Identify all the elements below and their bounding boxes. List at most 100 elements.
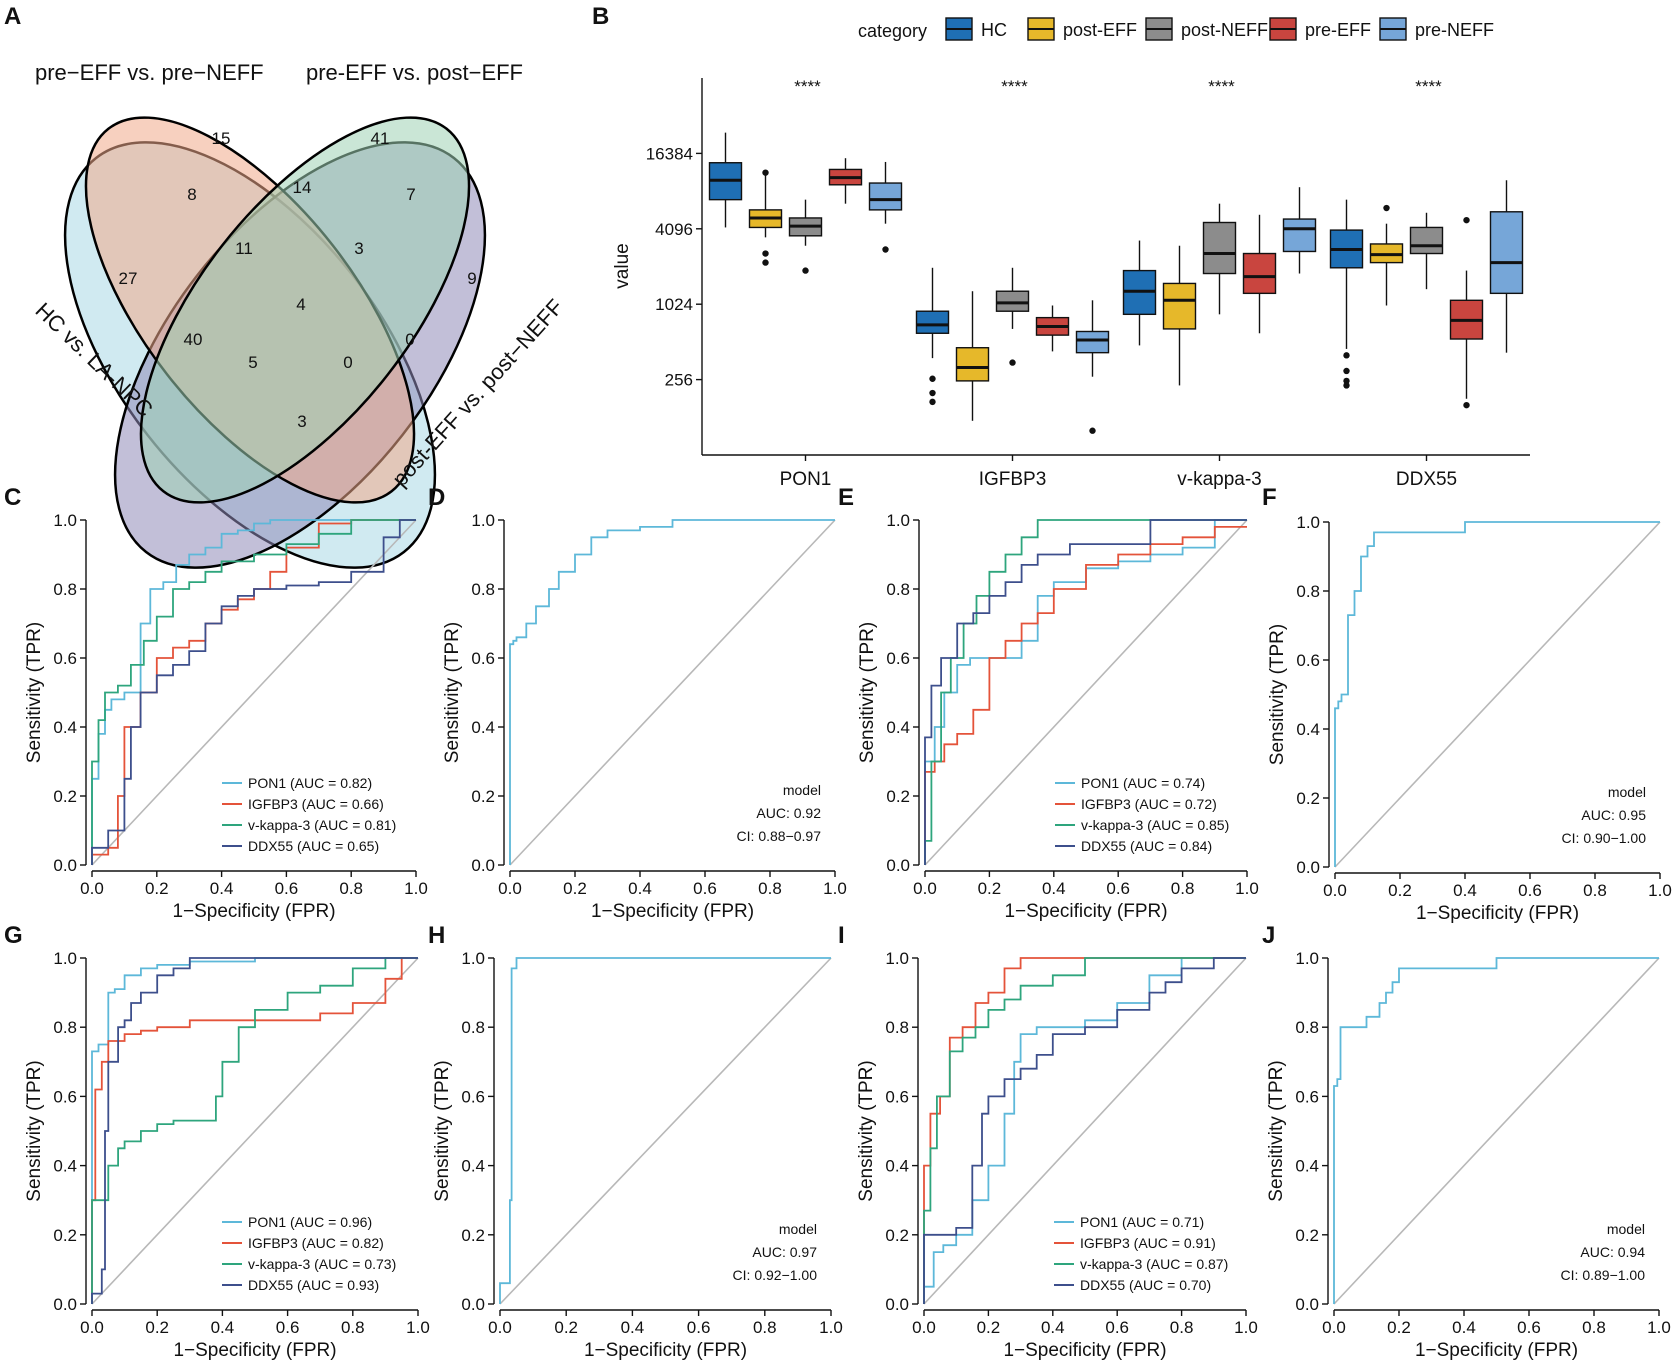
y-tick-label: 0.0 [1295, 1295, 1319, 1314]
legend-label-3: v-kappa-3 (AUC = 0.81) [248, 817, 396, 833]
box-v-kappa-3-pre-eff [1242, 214, 1277, 334]
x-tick-label: 0.0 [488, 1318, 512, 1337]
box-ddx55-hc [1329, 199, 1364, 389]
outlier-point [1343, 352, 1350, 359]
roc-curve-1 [1334, 521, 1660, 867]
x-tick-label: 0.2 [554, 1318, 578, 1337]
y-tick-label: 0.6 [461, 1087, 485, 1106]
x-tick-label: 0.4 [628, 879, 652, 898]
x-axis-title: 1−Specificity (FPR) [1003, 1340, 1166, 1361]
outlier-point [1383, 204, 1390, 212]
significance-label: **** [1415, 77, 1442, 96]
x-tick-label: 1.0 [1234, 1318, 1258, 1337]
model-ci: CI: 0.90−1.00 [1562, 830, 1647, 846]
legend-label-4: DDX55 (AUC = 0.70) [1080, 1277, 1211, 1293]
y-axis-title: Sensitivity (TPR) [442, 622, 463, 763]
outlier-point [1343, 367, 1350, 375]
roc-curve-4 [924, 519, 1247, 865]
model-ci: CI: 0.88−0.97 [737, 828, 822, 844]
y-tick-label: 0.4 [53, 718, 77, 737]
y-tick-label: 1.0 [53, 511, 77, 530]
outlier-point [1089, 427, 1096, 434]
model-ci: CI: 0.89−1.00 [1561, 1267, 1646, 1283]
panel-letter-e: E [838, 484, 854, 511]
y-tick-label: 0.4 [885, 1157, 909, 1176]
roc-curve-3 [91, 519, 416, 865]
roc-curve-1 [91, 957, 418, 1304]
y-tick-label: 0.8 [1296, 582, 1320, 601]
y-tick-label: 0.8 [886, 580, 910, 599]
venn-diagram: A pre−EFF vs. pre−NEFF pre-EFF vs. post−… [4, 3, 568, 569]
roc-curve-1 [1333, 957, 1659, 1304]
roc-curve-3 [923, 957, 1246, 1304]
box-igfbp3-hc [915, 267, 950, 406]
x-tick-label: 0.0 [498, 879, 522, 898]
panel-letter-a: A [4, 3, 21, 30]
x-axis-title: 1−Specificity (FPR) [172, 901, 335, 922]
legend-label-post-eff: post-EFF [1063, 20, 1137, 40]
box-iqr [1409, 226, 1444, 255]
venn-region-hc-post-neff: 3 [297, 412, 306, 431]
legend-label-pre-eff: pre-EFF [1305, 20, 1371, 40]
y-tick-label: 0.4 [53, 1157, 77, 1176]
diagonal-reference-line [509, 519, 836, 866]
y-tick-label: 0.6 [1296, 651, 1320, 670]
venn-region-all: 4 [296, 295, 305, 314]
y-tick-label: 0.6 [885, 1087, 909, 1106]
x-tick-label: 0.4 [1453, 881, 1477, 900]
roc-panel-d: D 0.00.0 0.2 0.2 0.4 0.4 0.6 0.6 0.8 0.8 1.0 1.0 1−S… [428, 484, 847, 922]
box-igfbp3-post-neff [995, 267, 1030, 366]
x-tick-label: 0.0 [1323, 881, 1347, 900]
legend-label-2: IGFBP3 (AUC = 0.82) [248, 1235, 384, 1251]
legend-label-1: PON1 (AUC = 0.96) [248, 1214, 372, 1230]
box-pon1-post-eff [748, 169, 783, 266]
roc-curve-3 [91, 957, 418, 1304]
roc-panel-i: I 0.00.0 0.2 0.2 0.4 0.4 0.6 0.6 0.8 0.8 1.0 1.0 1−S… [838, 922, 1258, 1361]
legend-label-2: IGFBP3 (AUC = 0.66) [248, 796, 384, 812]
x-tick-label: 0.6 [1518, 881, 1542, 900]
y-tick-label: 0.0 [53, 1295, 77, 1314]
roc-curve-1 [91, 519, 416, 865]
legend-title: category [858, 21, 927, 41]
y-tick-label: 0.2 [1295, 1226, 1319, 1245]
venn-region-post-eff-only: 41 [371, 129, 390, 148]
roc-panel-e: E 0.00.0 0.2 0.2 0.4 0.4 0.6 0.6 0.8 0.8 1.0 1.0 1−S… [838, 484, 1259, 922]
panel-letter-j: J [1262, 922, 1275, 949]
box-iqr [1242, 252, 1277, 295]
legend-label-3: v-kappa-3 (AUC = 0.73) [248, 1256, 396, 1272]
x-tick-label: 0.0 [1322, 1318, 1346, 1337]
y-tick-label: 0.0 [461, 1295, 485, 1314]
model-auc: AUC: 0.94 [1580, 1244, 1645, 1260]
roc-curve-1 [499, 957, 831, 1304]
box-ddx55-post-eff [1369, 204, 1404, 306]
y-tick-label: 0.4 [1295, 1157, 1319, 1176]
y-axis-title: Sensitivity (TPR) [24, 622, 45, 763]
y-tick-label: 0.6 [53, 1087, 77, 1106]
legend-label-1: PON1 (AUC = 0.71) [1080, 1214, 1204, 1230]
x-tick-label: 0.8 [1171, 879, 1195, 898]
x-tick-label: 0.6 [275, 879, 299, 898]
y-tick-label: 1024 [655, 295, 693, 314]
venn-region-post-eff-post-neff: 7 [406, 185, 415, 204]
x-tick-label: 0.6 [693, 879, 717, 898]
diagonal-reference-line [923, 957, 1247, 1305]
y-tick-label: 0.2 [1296, 789, 1320, 808]
y-tick-label: 0.6 [886, 649, 910, 668]
roc-panel-c: C 0.00.0 0.2 0.2 0.4 0.4 0.6 0.6 0.8 0.8 1.0 1.0 1−S… [4, 484, 428, 922]
y-tick-label: 0.6 [53, 649, 77, 668]
model-auc: AUC: 0.92 [756, 805, 821, 821]
venn-region-pre-only: 15 [212, 129, 231, 148]
y-tick-label: 0.4 [461, 1157, 485, 1176]
box-v-kappa-3-pre-neff [1282, 187, 1317, 274]
venn-region-pre-post-eff: 14 [293, 178, 312, 197]
x-axis-title: 1−Specificity (FPR) [1004, 901, 1167, 922]
x-tick-label: 0.0 [913, 879, 937, 898]
y-tick-label: 0.4 [471, 718, 495, 737]
y-tick-label: 0.2 [461, 1226, 485, 1245]
outlier-point [1463, 216, 1470, 224]
legend-label-1: PON1 (AUC = 0.82) [248, 775, 372, 791]
y-axis-title: Sensitivity (TPR) [24, 1060, 45, 1201]
model-auc: AUC: 0.95 [1581, 807, 1646, 823]
roc-curve-4 [923, 957, 1246, 1304]
y-tick-label: 0.6 [1295, 1087, 1319, 1106]
